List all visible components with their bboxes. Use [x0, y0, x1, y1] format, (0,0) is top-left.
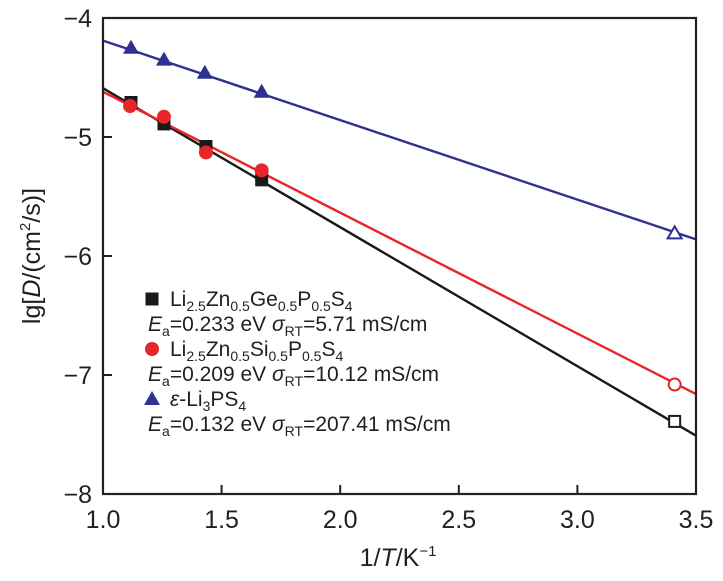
triangle-extrapolated-point — [665, 224, 684, 240]
x-tick-label: 1.0 — [86, 506, 121, 534]
triangle-data-point — [155, 51, 172, 66]
x-tick-label: 2.5 — [441, 506, 476, 534]
triangle-data-point — [196, 64, 213, 79]
triangle-data-point — [253, 83, 270, 98]
square-data-point — [255, 173, 269, 187]
square-extrapolated-point — [668, 414, 682, 428]
x-tick-label: 1.5 — [204, 506, 239, 534]
triangle-data-point — [122, 39, 139, 54]
x-axis: 1.0 1.5 2.0 2.5 3.0 3.5 — [86, 485, 714, 534]
data-markers — [122, 39, 684, 428]
circle-extrapolated-point — [667, 377, 682, 392]
x-tick-label: 3.5 — [679, 506, 714, 534]
legend-square-icon — [145, 292, 159, 306]
legend-formula: Li2.5Zn0.5Ge0.5P0.5S4 — [170, 288, 353, 314]
circle-data-point — [198, 145, 213, 160]
legend-parameters: Ea=0.209 eV σRT=10.12 mS/cm — [148, 363, 439, 389]
y-axis-title: lg[D/(cm2/s)] — [17, 188, 46, 324]
y-axis: −4 −5 −6 −7 −8 — [63, 5, 112, 509]
x-axis-title: 1/T/K−1 — [360, 543, 437, 572]
y-tick-label: −8 — [63, 481, 92, 509]
x-tick-label: 2.0 — [323, 506, 358, 534]
legend-circle-icon — [145, 342, 159, 356]
y-tick-label: −5 — [63, 124, 92, 152]
circle-data-point — [254, 163, 269, 178]
legend-formula: ε-Li3PS4 — [170, 388, 246, 414]
y-tick-label: −4 — [63, 5, 92, 33]
y-tick-label: −7 — [63, 362, 92, 390]
y-tick-label: −6 — [63, 243, 92, 271]
circle-data-point — [123, 99, 138, 114]
legend-parameters: Ea=0.233 eV σRT=5.71 mS/cm — [148, 313, 427, 339]
x-tick-label: 3.0 — [560, 506, 595, 534]
circle-data-point — [156, 109, 171, 124]
legend-parameters: Ea=0.132 eV σRT=207.41 mS/cm — [148, 413, 451, 439]
legend-formula: Li2.5Zn0.5Si0.5P0.5S4 — [170, 338, 343, 364]
legend-triangle-icon — [144, 391, 160, 405]
